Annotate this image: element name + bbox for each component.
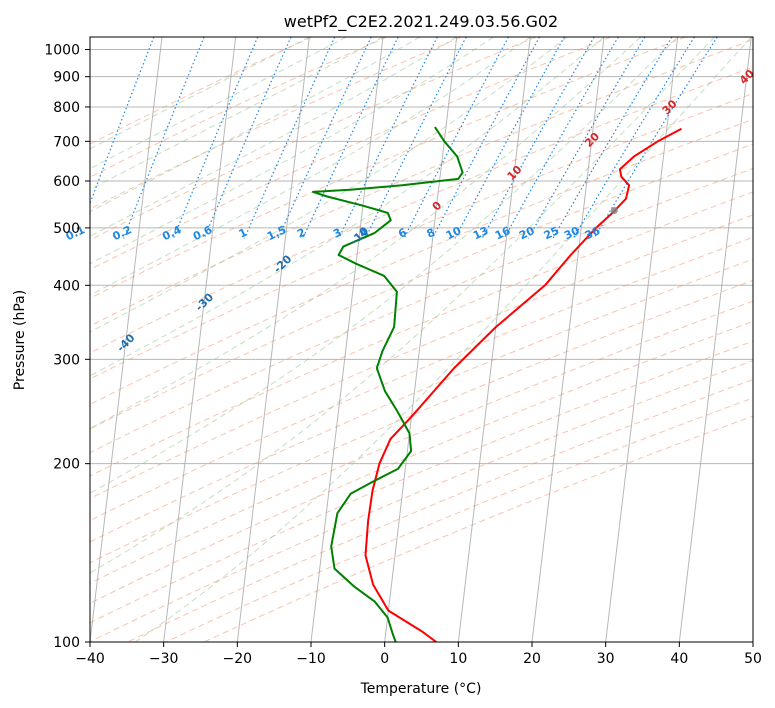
temperature-trace: [364, 127, 682, 642]
axes: −40 −30 −20 −10 0 10 20 30 40 50 100 200 300 400 500 60…: [44, 43, 762, 667]
y-tick-label: 400: [53, 278, 80, 294]
background-lines: [90, 37, 753, 642]
mixing-ratio-line: [552, 37, 673, 239]
mixing-ratio-label: 20: [517, 224, 537, 242]
sounding-traces: [312, 126, 682, 642]
mixing-ratio-label: 13: [471, 224, 490, 242]
isotherm-line: [531, 37, 605, 642]
isotherm-line: [384, 37, 458, 642]
y-tick-label: 900: [53, 70, 80, 86]
x-axis-title: Temperature (°C): [360, 681, 482, 697]
plot-frame: [89, 36, 754, 643]
moist-adiabat: [90, 37, 310, 150]
moist-adiabat: [90, 37, 568, 333]
mixing-ratio-label: 10: [444, 224, 464, 242]
isotherm-line: [457, 37, 531, 642]
y-tick-label: 800: [53, 100, 80, 116]
mixing-ratio-line: [454, 37, 565, 239]
moist-adiabat: [90, 37, 457, 237]
dry-adiabat: [90, 39, 753, 327]
chart-title: wetPf2_C2E2.2021.249.03.56.G02: [284, 12, 558, 32]
mixing-ratio-line: [503, 37, 619, 239]
mixing-ratio-line: [338, 37, 438, 239]
y-tick-label: 100: [53, 635, 80, 651]
dry-adiabat: [90, 37, 611, 271]
isotherm-line: [90, 37, 163, 642]
lcl-marker: [610, 206, 618, 214]
isotherm-line: [678, 37, 752, 642]
mixing-ratio-line: [593, 37, 718, 239]
y-tick-label: 300: [53, 352, 80, 368]
mixing-ratio-line: [527, 37, 646, 239]
x-tick-label: −40: [75, 651, 105, 667]
dry-adiabat: [90, 37, 462, 210]
moist-adiabat: [90, 37, 642, 430]
mixing-ratio-line: [572, 37, 695, 239]
isotherm-line: [236, 37, 310, 642]
dry-adiabat: [90, 258, 753, 543]
x-tick-label: −10: [296, 651, 326, 667]
mixing-ratio-label: 30: [562, 224, 582, 242]
mixing-ratio-label: 16: [493, 224, 513, 242]
dry-adiabat: [90, 37, 387, 178]
mixing-ratio-line: [431, 37, 541, 239]
mixing-ratio-line: [172, 37, 259, 239]
dewpoint-trace: [312, 126, 464, 642]
moist-adiabat: [90, 37, 715, 574]
dry-adiabat: [90, 320, 753, 604]
mixing-ratio-label: 25: [542, 224, 561, 242]
x-tick-label: 30: [597, 651, 615, 667]
y-tick-label: 600: [53, 174, 80, 190]
isotherm-line: [310, 37, 384, 642]
mixing-ratio-line: [203, 37, 292, 239]
x-tick-label: 20: [523, 651, 541, 667]
isotherm-line: [163, 37, 237, 642]
mixing-ratio-line: [481, 37, 595, 239]
moist-adiabat: [90, 37, 531, 296]
dry-adiabat: [127, 378, 753, 642]
dry-adiabat: [90, 340, 753, 624]
moist-adiabat: [90, 37, 679, 494]
y-tick-label: 1000: [44, 43, 80, 59]
dry-adiabat: [90, 37, 537, 241]
x-tick-label: −20: [223, 651, 253, 667]
x-tick-label: 10: [449, 651, 467, 667]
dry-adiabat: [90, 143, 753, 430]
x-tick-label: −30: [149, 651, 179, 667]
dry-adiabat: [90, 191, 753, 477]
y-axis-title: Pressure (hPa): [12, 290, 28, 390]
moist-adiabat: [90, 37, 347, 170]
x-tick-label: 40: [670, 651, 688, 667]
mixing-ratio-line: [403, 37, 509, 239]
y-tick-label: 500: [53, 221, 80, 237]
dry-adiabat: [90, 118, 753, 405]
x-tick-label: 0: [380, 651, 389, 667]
dry-adiabat: [90, 279, 753, 564]
x-tick-label: 50: [744, 651, 762, 667]
y-tick-label: 700: [53, 134, 80, 150]
moist-adiabat: [90, 37, 605, 377]
mixing-ratio-label: 36: [583, 224, 603, 242]
moist-adiabat: [135, 37, 752, 642]
dry-adiabat: [90, 214, 753, 500]
y-tick-label: 200: [53, 457, 80, 473]
moist-adiabat: [90, 37, 421, 213]
